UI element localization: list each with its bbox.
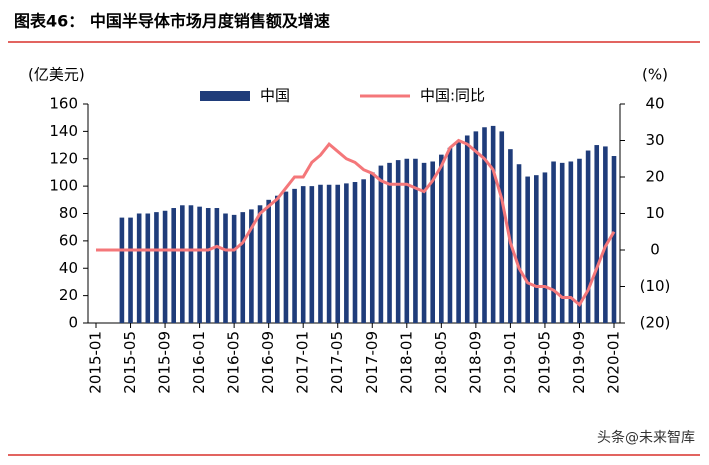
y-tick-label: 140 <box>49 122 78 140</box>
legend-swatch <box>200 91 250 101</box>
bar <box>171 208 176 323</box>
bar <box>551 161 556 323</box>
bar <box>387 162 392 323</box>
bar <box>240 212 246 323</box>
bar <box>352 182 358 323</box>
bar <box>335 184 341 323</box>
x-tick-label: 2020-01 <box>605 331 623 394</box>
y-tick-label: 160 <box>49 95 78 113</box>
bar <box>318 184 323 323</box>
bar <box>205 208 211 323</box>
bar <box>128 217 133 323</box>
y-tick-label: 40 <box>59 259 78 277</box>
bar <box>525 176 530 323</box>
bar <box>473 131 479 323</box>
bar <box>568 161 574 323</box>
bar <box>344 183 349 323</box>
x-tick-label: 2019-09 <box>570 331 588 394</box>
y-tick-label: 100 <box>49 177 78 195</box>
bar <box>180 205 185 323</box>
bar <box>456 140 461 323</box>
x-tick-label: 2016-01 <box>190 331 208 394</box>
bar <box>145 213 151 323</box>
bar <box>378 165 384 323</box>
bar <box>490 125 496 324</box>
x-tick-label: 2015-01 <box>87 331 105 394</box>
bar <box>275 195 280 323</box>
bar <box>577 158 582 323</box>
y2-tick-label: 30 <box>645 131 664 149</box>
bar <box>283 191 289 323</box>
x-tick-label: 2019-05 <box>535 331 553 394</box>
bar <box>447 147 453 323</box>
bar <box>136 213 142 323</box>
bar <box>223 213 228 323</box>
bar <box>585 150 591 323</box>
bar <box>464 135 470 323</box>
bar <box>430 161 435 323</box>
bar <box>257 205 263 323</box>
y-axis-label: (亿美元) <box>28 66 85 84</box>
bar <box>326 184 332 323</box>
bar <box>292 188 297 323</box>
y-tick-label: 120 <box>49 149 78 167</box>
bar <box>421 162 427 323</box>
x-tick-label: 2018-01 <box>397 331 415 394</box>
bar <box>594 145 600 323</box>
bar <box>559 162 565 323</box>
y2-tick-label: 0 <box>650 241 660 259</box>
x-tick-label: 2016-09 <box>259 331 277 394</box>
bar <box>369 172 375 323</box>
bar <box>231 214 237 323</box>
y2-tick-label: (10) <box>640 277 671 295</box>
bar <box>154 212 159 323</box>
bar <box>404 158 410 323</box>
y-tick-label: 60 <box>59 231 78 249</box>
y-tick-label: 80 <box>59 204 78 222</box>
bar <box>516 164 522 323</box>
legend-label: 中国:同比 <box>420 87 485 105</box>
bar <box>395 160 401 323</box>
bar <box>361 179 366 323</box>
x-tick-label: 2017-05 <box>328 331 346 394</box>
legend-label: 中国 <box>260 87 290 105</box>
bar <box>534 175 539 323</box>
y2-tick-label: (20) <box>640 314 671 332</box>
bar <box>119 217 125 323</box>
y-tick-label: 20 <box>59 286 78 304</box>
bar <box>188 205 194 323</box>
bar <box>309 186 315 323</box>
bar <box>214 208 220 323</box>
bar <box>162 210 168 323</box>
x-tick-label: 2015-09 <box>156 331 174 394</box>
y2-tick-label: 10 <box>645 204 664 222</box>
y2-axis-label: (%) <box>642 66 668 84</box>
watermark: 头条@未来智库 <box>597 429 695 446</box>
y2-tick-label: 40 <box>645 95 664 113</box>
bar <box>499 131 505 323</box>
x-tick-label: 2018-09 <box>466 331 484 394</box>
x-tick-label: 2017-09 <box>363 331 381 394</box>
bar <box>249 209 254 323</box>
x-tick-label: 2017-01 <box>294 331 312 394</box>
x-tick-label: 2016-05 <box>225 331 243 394</box>
bar <box>266 199 271 323</box>
bar <box>482 127 487 323</box>
x-tick-label: 2018-05 <box>432 331 450 394</box>
bar <box>603 146 608 323</box>
line <box>96 138 616 308</box>
bar <box>611 156 617 323</box>
chart-title: 图表46： 中国半导体市场月度销售额及增速 <box>14 12 330 31</box>
x-tick-label: 2015-05 <box>121 331 139 394</box>
y2-tick-label: 20 <box>645 168 664 186</box>
bar <box>413 158 418 323</box>
bar <box>300 186 306 323</box>
bar <box>542 172 548 323</box>
y-tick-label: 0 <box>68 314 78 332</box>
bar <box>439 154 444 323</box>
x-tick-label: 2019-01 <box>501 331 519 394</box>
bar <box>197 206 202 323</box>
